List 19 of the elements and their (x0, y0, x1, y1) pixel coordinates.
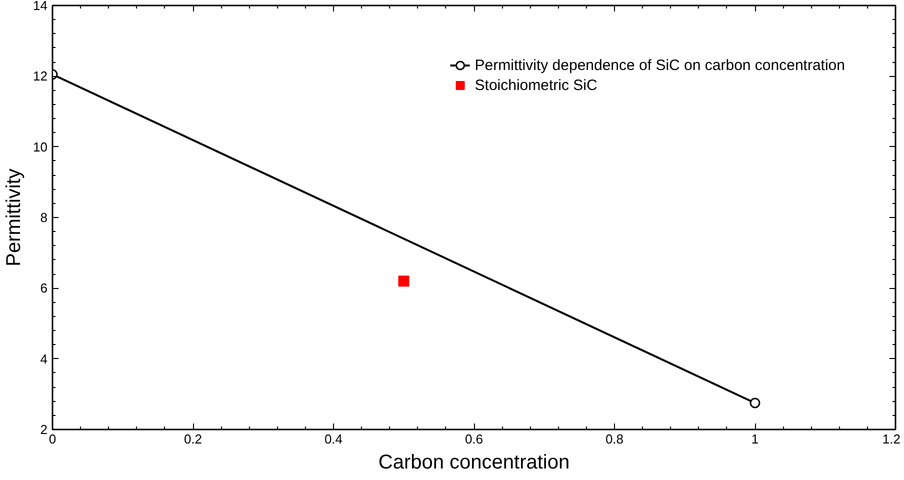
x-tick-label: 1 (751, 432, 759, 446)
x-tick-label: 0.8 (605, 432, 624, 446)
x-tick-label: 0.4 (324, 432, 343, 446)
y-tick-label: 8 (40, 210, 48, 225)
y-tick-label: 4 (40, 351, 48, 366)
x-tick-label: 0 (48, 432, 56, 446)
point (398, 276, 410, 287)
y-tick-label: 14 (33, 0, 48, 13)
y-tick-label: 6 (40, 280, 48, 296)
legend-label: Stoichiometric SiC (474, 76, 598, 94)
x-tick-label: 1.2 (882, 432, 901, 446)
legend-label: Permittivity dependence of SiC on carbon concentration (474, 56, 845, 74)
x-tick-label: 0.6 (464, 432, 484, 446)
y-tick-label: 10 (33, 139, 48, 154)
y-axis-title: Permittivity (3, 168, 26, 266)
y-tick-label: 12 (33, 68, 48, 84)
x-tick-label: 0.2 (184, 432, 202, 446)
x-axis-title: Carbon concentration (378, 452, 570, 474)
y-tick-label: 2 (40, 422, 48, 437)
